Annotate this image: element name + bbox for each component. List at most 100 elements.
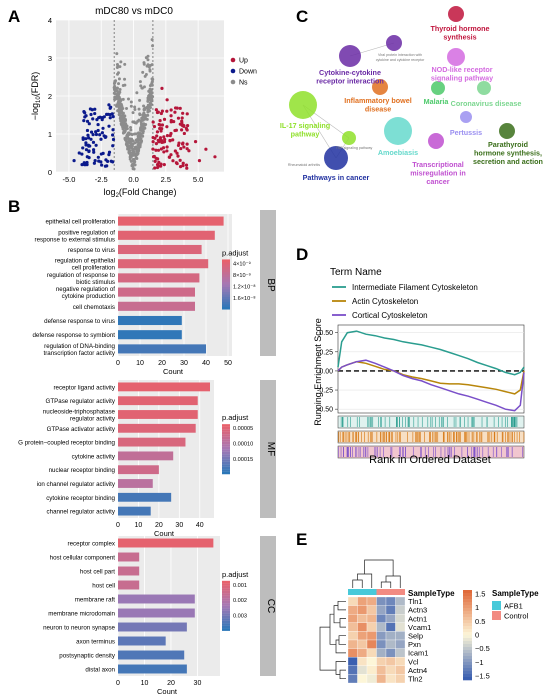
volcano-point-up xyxy=(165,125,169,129)
gsea-ytick: -0.50 xyxy=(317,407,333,414)
volcano-ytick: 1 xyxy=(48,130,52,139)
go-legend-gradient-step xyxy=(222,466,230,470)
go-legend-gradient-step xyxy=(222,289,230,293)
go-legend-gradient-step xyxy=(222,464,230,467)
heatmap-cell xyxy=(347,639,358,649)
network-node xyxy=(428,133,444,149)
heatmap-cell xyxy=(347,631,358,641)
volcano-point-down xyxy=(97,159,101,163)
heatmap-cell xyxy=(395,665,406,675)
go-category-label: transcription factor activity xyxy=(43,350,115,357)
volcano-point-up xyxy=(185,128,189,132)
go-legend-gradient-step xyxy=(222,628,230,631)
volcano-legend-swatch xyxy=(230,68,236,74)
heatmap-cell xyxy=(366,639,377,649)
volcano-point-down xyxy=(85,119,90,123)
volcano-point-ns xyxy=(131,151,135,155)
volcano-point-ns xyxy=(137,136,141,140)
go-bar xyxy=(118,492,172,502)
go-legend-gradient-step xyxy=(222,429,230,432)
volcano-point-up xyxy=(156,157,160,161)
gsea-ylabel: Running Enrichment Score xyxy=(313,318,323,426)
go-facet-label: BP xyxy=(265,278,276,292)
gsea-series-line xyxy=(337,359,525,412)
heatmap-scale-step xyxy=(463,647,472,651)
volcano-point-up xyxy=(165,149,169,153)
volcano-ytick: 0 xyxy=(48,168,52,177)
volcano-point-ns xyxy=(113,96,117,100)
volcano-point-up xyxy=(158,136,163,140)
heatmap-cell xyxy=(395,631,406,641)
volcano-point-up xyxy=(160,123,165,127)
heatmap-cell xyxy=(357,657,368,666)
gsea-ytick: 0.25 xyxy=(319,349,333,356)
heatmap-cell xyxy=(385,665,396,675)
volcano-point-ns xyxy=(115,52,119,56)
volcano-point-up xyxy=(161,140,165,144)
go-legend-label: 0.00010 xyxy=(233,441,253,447)
go-legend-gradient-step xyxy=(222,446,230,450)
heatmap-annotation-label: SampleType xyxy=(408,589,455,598)
volcano-point-ns xyxy=(135,156,139,160)
heatmap-cell xyxy=(357,639,368,649)
volcano-point-ns xyxy=(140,128,144,132)
volcano-point-up xyxy=(153,166,157,170)
volcano-point-ns xyxy=(135,91,139,95)
volcano-point-ns xyxy=(136,119,140,123)
volcano-point-up xyxy=(179,146,183,151)
volcano-point-down xyxy=(109,105,113,109)
volcano-point-ns xyxy=(144,73,148,77)
heatmap-scale-step xyxy=(463,602,472,606)
volcano-point-down xyxy=(96,122,100,127)
heatmap-scale-step xyxy=(463,608,472,612)
go-legend-gradient-step xyxy=(222,608,230,611)
go-legend-gradient-step xyxy=(222,588,230,591)
heatmap-annotation-cell xyxy=(367,589,377,595)
go-legend-gradient-step xyxy=(222,461,230,465)
go-bar xyxy=(118,287,195,297)
volcano-point-up xyxy=(169,108,173,112)
network-node-label: misregulation in xyxy=(410,169,466,178)
volcano-point-up xyxy=(165,145,169,149)
volcano-point-down xyxy=(100,163,104,167)
volcano-xtick: -5.0 xyxy=(62,175,75,184)
volcano-point-up xyxy=(156,110,160,114)
volcano-point-up xyxy=(169,153,173,157)
volcano-point-ns xyxy=(126,131,130,135)
go-legend-gradient-step xyxy=(222,294,230,298)
volcano-point-down xyxy=(100,118,104,122)
go-bar xyxy=(118,437,186,447)
heatmap-scale-step xyxy=(463,635,472,639)
go-legend-title: p.adjust xyxy=(222,570,249,579)
volcano-point-up xyxy=(171,159,175,163)
volcano-point-down xyxy=(111,133,115,137)
go-legend-gradient-step xyxy=(222,269,230,273)
go-bar xyxy=(118,216,224,226)
volcano-point-down xyxy=(87,149,91,153)
volcano-point-down xyxy=(86,133,90,137)
volcano-point-up xyxy=(151,147,155,151)
volcano-point-up xyxy=(180,142,185,146)
volcano-point-down xyxy=(98,133,102,137)
go-legend-gradient-step xyxy=(222,306,230,310)
go-legend-label: 0.003 xyxy=(233,613,247,619)
network-node-label: hormone synthesis, xyxy=(474,149,542,158)
go-category-label: G protein−coupled receptor binding xyxy=(18,440,115,447)
heatmap-scale-step xyxy=(463,623,472,627)
network-small-label: TNF signaling pathway xyxy=(336,146,373,150)
heatmap-column-dendrogram xyxy=(352,579,363,588)
volcano-point-ns xyxy=(141,70,145,74)
go-xtick: 0 xyxy=(116,680,120,687)
heatmap-cell xyxy=(357,631,368,641)
go-category-label: regulator activity xyxy=(70,416,116,423)
volcano-point-ns xyxy=(131,167,135,171)
heatmap-cell xyxy=(376,657,387,666)
volcano-point-up xyxy=(151,120,155,124)
heatmap-cell xyxy=(347,614,358,623)
heatmap-row-dendrogram xyxy=(333,605,340,624)
gsea-ytick: 0.00 xyxy=(319,368,333,375)
volcano-xtick: 5.0 xyxy=(193,175,203,184)
volcano-point-down xyxy=(102,115,106,119)
heatmap: SampleTypeTln1Actn3Actn1Vcam1SelpPxnIcam… xyxy=(319,559,539,684)
